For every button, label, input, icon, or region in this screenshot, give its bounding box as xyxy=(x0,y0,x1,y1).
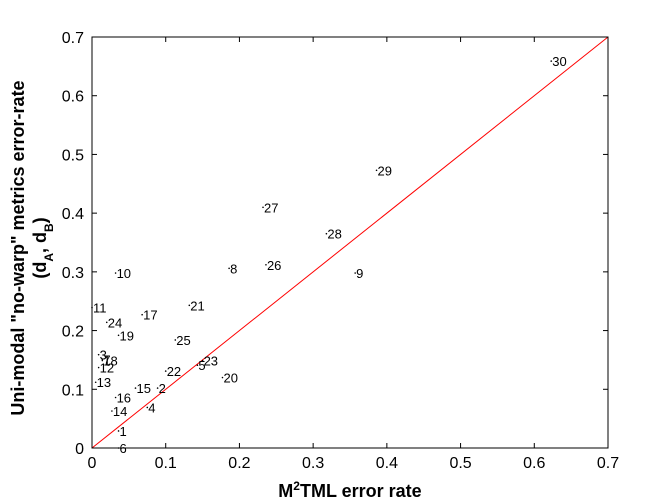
data-point-label: 8 xyxy=(230,261,237,276)
y-tick-label: 0 xyxy=(75,441,84,458)
data-point-marker xyxy=(114,396,117,399)
data-point-label: 16 xyxy=(117,391,131,406)
data-point-marker xyxy=(228,267,230,270)
data-point-marker xyxy=(141,313,143,316)
data-point-marker xyxy=(101,359,104,362)
data-point-marker xyxy=(188,304,191,307)
data-point-label: 24 xyxy=(108,315,122,330)
x-tick-label: 0.7 xyxy=(597,455,619,472)
data-point-label: 7 xyxy=(103,352,110,367)
data-point-marker xyxy=(91,306,93,309)
data-point-label: 26 xyxy=(267,258,281,273)
data-point-marker xyxy=(550,60,553,62)
data-point-label: 21 xyxy=(190,298,204,313)
data-point-label: 5 xyxy=(198,358,205,373)
x-tick-label: 0.2 xyxy=(228,455,250,472)
data-point-label: 11 xyxy=(93,301,107,316)
data-point-marker xyxy=(117,430,120,432)
data-point-label: 17 xyxy=(143,308,157,323)
data-point-label: 14 xyxy=(113,404,127,419)
data-point-marker xyxy=(174,339,177,341)
data-point-label: 27 xyxy=(264,200,278,215)
data-point-marker xyxy=(265,264,267,266)
y-axis-title-mid: , d xyxy=(30,232,50,253)
data-point-label: 6 xyxy=(120,441,127,456)
data-point-marker xyxy=(156,387,159,389)
y-axis-title-line1: Uni-modal "no-warp" metrics error-rate xyxy=(8,80,28,415)
data-point-label: 30 xyxy=(552,54,566,69)
y-tick-label: 0.7 xyxy=(62,30,84,47)
data-point-marker xyxy=(101,358,104,361)
data-point-marker xyxy=(105,321,108,324)
y-axis: 0 0.1 0.2 0.3 0.4 0.5 0.6 0.7 xyxy=(62,30,608,458)
data-point-label: 1 xyxy=(120,424,127,439)
data-point-marker xyxy=(146,406,149,409)
data-point-label: 29 xyxy=(378,163,392,178)
data-point-label: 10 xyxy=(117,266,131,281)
x-axis-title-rest: TML error rate xyxy=(300,481,422,501)
x-tick-label: 0.1 xyxy=(155,455,177,472)
data-point-label: 19 xyxy=(120,328,134,343)
data-point-marker xyxy=(97,366,100,369)
x-tick-label: 0.4 xyxy=(376,455,398,472)
y-tick-label: 0.2 xyxy=(62,324,84,341)
data-point-label: 20 xyxy=(223,371,237,386)
data-point-label: 3 xyxy=(100,348,107,363)
x-tick-label: 0.3 xyxy=(302,455,324,472)
data-point-marker xyxy=(94,381,97,384)
x-tick-label: 0 xyxy=(88,455,97,472)
data-point-marker xyxy=(221,376,224,379)
y-tick-label: 0.4 xyxy=(62,206,84,223)
data-point-marker xyxy=(97,353,100,356)
data-point-label: 28 xyxy=(327,227,341,242)
data-point-marker xyxy=(114,272,117,274)
data-point-marker xyxy=(201,359,204,362)
y-axis-title: Uni-modal "no-warp" metrics error-rate (… xyxy=(8,80,56,415)
y-tick-label: 0.5 xyxy=(62,147,84,164)
data-point-label: 15 xyxy=(136,381,150,396)
y-axis-title-open: (d xyxy=(30,262,50,279)
data-point-label: 22 xyxy=(167,364,181,379)
data-point-label: 23 xyxy=(204,354,218,369)
data-point-marker xyxy=(196,364,199,367)
data-point-label: 13 xyxy=(97,375,111,390)
y-tick-label: 0.6 xyxy=(62,89,84,106)
data-point-label: 4 xyxy=(148,400,155,415)
data-point-marker xyxy=(117,334,120,337)
y-axis-title-sub-a: A xyxy=(42,253,56,262)
y-axis-title-line2: (dA, dB) xyxy=(30,217,56,278)
y-tick-label: 0.1 xyxy=(62,382,84,399)
data-point-label: 9 xyxy=(356,266,363,281)
data-point-marker xyxy=(262,206,264,209)
y-tick-label: 0.3 xyxy=(62,265,84,282)
x-tick-label: 0.6 xyxy=(523,455,545,472)
x-axis-title: M2TML error rate xyxy=(278,479,421,501)
data-point-marker xyxy=(164,370,167,372)
data-point-marker xyxy=(134,387,137,389)
x-axis-title-base: M xyxy=(278,481,293,501)
data-point-label: 18 xyxy=(103,354,117,369)
x-axis-title-sup: 2 xyxy=(293,479,300,493)
data-point-label: 25 xyxy=(176,333,190,348)
y-axis-title-close: ) xyxy=(30,217,50,223)
data-point-label: 12 xyxy=(100,361,114,376)
x-axis: 0 0.1 0.2 0.3 0.4 0.5 0.6 0.7 xyxy=(88,37,619,472)
y-axis-title-sub-b: B xyxy=(42,223,56,232)
data-point-marker xyxy=(117,447,120,449)
data-point-marker xyxy=(111,410,113,412)
x-tick-label: 0.5 xyxy=(449,455,471,472)
identity-reference-line xyxy=(91,36,609,449)
data-point-label: 2 xyxy=(159,381,166,396)
data-point-marker xyxy=(375,169,378,172)
data-point-marker xyxy=(354,272,356,274)
data-point-marker xyxy=(325,232,328,235)
